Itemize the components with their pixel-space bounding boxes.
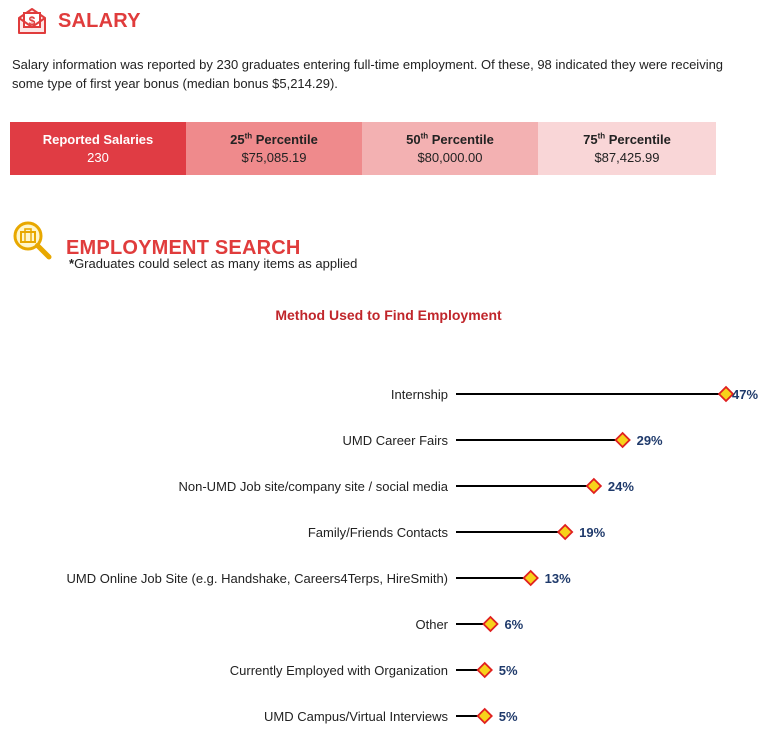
- salary-cell-label: 50th Percentile: [406, 131, 494, 147]
- value-label: 5%: [499, 663, 518, 678]
- note-text: Graduates could select as many items as …: [74, 256, 358, 271]
- value-label: 24%: [608, 479, 634, 494]
- diamond-marker: [614, 431, 631, 449]
- salary-cell: Reported Salaries 230: [10, 122, 186, 175]
- diamond-marker: [556, 523, 574, 541]
- value-label: 29%: [637, 433, 663, 448]
- employment-header: EMPLOYMENT SEARCH: [12, 220, 301, 262]
- value-label: 19%: [579, 525, 605, 540]
- diamond-marker: [476, 661, 493, 679]
- category-label: Internship: [391, 387, 448, 402]
- salary-cell: 75th Percentile $87,425.99: [538, 122, 716, 175]
- svg-text:$: $: [29, 14, 36, 28]
- chart-title: Method Used to Find Employment: [275, 307, 502, 323]
- value-label: 5%: [499, 709, 518, 724]
- salary-table: Reported Salaries 230 25th Percentile $75,0…: [10, 122, 716, 175]
- category-label: Currently Employed with Organization: [230, 663, 448, 678]
- category-label: Non-UMD Job site/company site / social m…: [179, 479, 449, 494]
- employment-title: EMPLOYMENT SEARCH: [66, 236, 301, 259]
- diamond-marker: [585, 477, 603, 495]
- money-envelope-icon: $: [16, 6, 48, 36]
- diamond-marker: [522, 569, 539, 587]
- salary-cell-value: $80,000.00: [417, 149, 483, 165]
- category-label: Family/Friends Contacts: [308, 525, 449, 540]
- salary-title: SALARY: [58, 9, 141, 32]
- lollipop-chart: Internship 47% UMD Career Fairs 29% Non-UMD …: [67, 385, 758, 725]
- salary-cell-label: 25th Percentile: [230, 131, 318, 147]
- salary-cell: 50th Percentile $80,000.00: [362, 122, 538, 175]
- salary-cell: 25th Percentile $75,085.19: [186, 122, 362, 175]
- diamond-marker: [482, 615, 499, 633]
- salary-header: $ SALARY: [16, 6, 141, 36]
- category-label: UMD Campus/Virtual Interviews: [264, 709, 448, 724]
- value-label: 6%: [504, 617, 523, 632]
- magnifier-briefcase-icon: [12, 220, 54, 262]
- salary-intro: Salary information was reported by 230 g…: [12, 57, 724, 91]
- salary-cell-value: $75,085.19: [241, 149, 307, 165]
- category-label: UMD Online Job Site (e.g. Handshake, Car…: [67, 571, 448, 586]
- salary-cell-label: 75th Percentile: [583, 131, 671, 147]
- salary-cell-value: 230: [87, 149, 109, 165]
- diamond-marker: [476, 707, 493, 725]
- salary-cell-value: $87,425.99: [594, 149, 660, 165]
- value-label: 13%: [545, 571, 571, 586]
- employment-note: *Graduates could select as many items as…: [69, 256, 357, 271]
- salary-cell-label: Reported Salaries: [42, 131, 154, 147]
- diamond-marker: [717, 385, 735, 403]
- note-asterisk: *: [69, 256, 75, 271]
- value-label: 47%: [732, 387, 758, 402]
- category-label: UMD Career Fairs: [343, 433, 449, 448]
- category-label: Other: [415, 617, 448, 632]
